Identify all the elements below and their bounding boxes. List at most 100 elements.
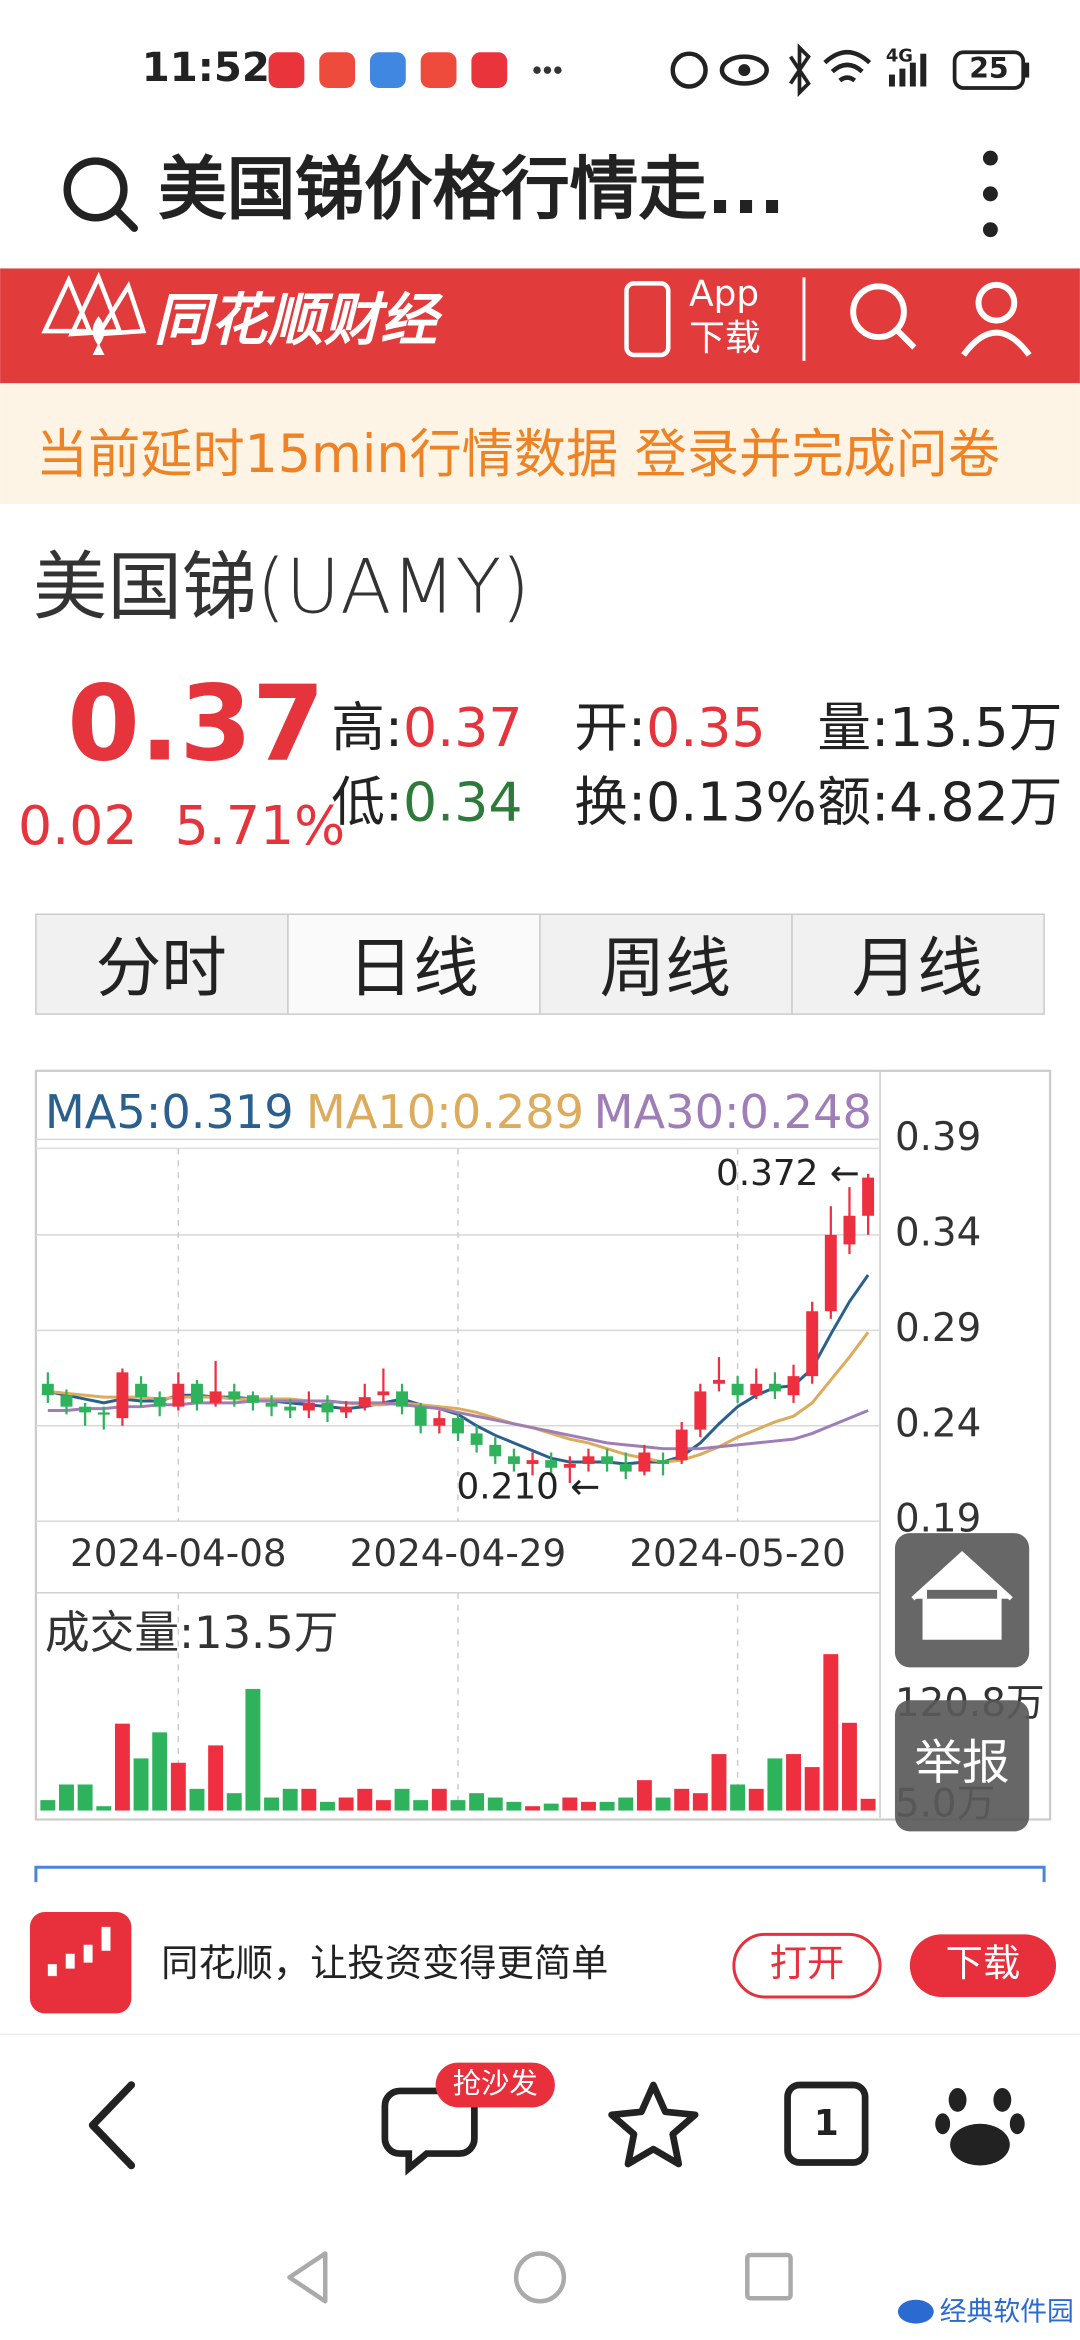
stock-price: 0.37: [67, 663, 325, 785]
volume-bar: [245, 1688, 261, 1811]
tab[interactable]: [35, 913, 289, 1015]
tab-count[interactable]: 1: [814, 2103, 839, 2144]
more-dot: [543, 66, 552, 74]
open-button[interactable]: [732, 1932, 882, 1999]
candle-body: [619, 1463, 632, 1472]
paw[interactable]: [993, 2087, 1012, 2112]
app-label[interactable]: App: [689, 273, 759, 314]
volume-bar: [767, 1758, 783, 1811]
nav-recent[interactable]: [745, 2252, 793, 2301]
volume-bar: [711, 1754, 727, 1811]
candle-body: [97, 1412, 110, 1415]
report-button-bg[interactable]: [894, 1700, 1030, 1832]
header-search-icon[interactable]: [894, 327, 917, 350]
paw[interactable]: [950, 2123, 1010, 2166]
eye-icon: [738, 64, 751, 77]
menu-dot[interactable]: [982, 150, 998, 166]
stat-label: 高:: [331, 695, 403, 758]
menu-dot[interactable]: [982, 186, 998, 202]
brand-name: 同花顺财经: [154, 287, 444, 353]
nav-home[interactable]: [513, 2251, 567, 2304]
next-panel-edge: [34, 1865, 1046, 1895]
home-button[interactable]: [894, 1533, 1030, 1668]
app-action[interactable]: 下载: [689, 318, 761, 359]
stat-value: 0.35: [646, 695, 766, 758]
paw[interactable]: [948, 2087, 967, 2112]
x-tick-label: 2024-05-20: [629, 1531, 846, 1575]
candle-body: [787, 1376, 800, 1396]
back-button[interactable]: [88, 2081, 136, 2170]
volume-bar: [636, 1780, 652, 1811]
candle-body: [582, 1456, 595, 1464]
phone-icon[interactable]: [624, 281, 671, 358]
candle-body: [545, 1460, 558, 1468]
tab-label[interactable]: 分时: [96, 930, 227, 1006]
candle-body: [433, 1418, 446, 1426]
tab-label[interactable]: 月线: [852, 930, 983, 1006]
brand-logo: [92, 316, 105, 355]
candle-body: [750, 1383, 763, 1396]
stat-label: 换:: [574, 770, 646, 833]
volume-bar: [655, 1797, 671, 1811]
app-icon: [420, 52, 457, 88]
favorite-button[interactable]: [608, 2081, 699, 2168]
stat-value: 0.34: [403, 770, 523, 833]
candle-body: [694, 1391, 707, 1430]
tab-label[interactable]: 周线: [600, 930, 731, 1006]
volume-bar: [114, 1723, 130, 1811]
candle-body: [135, 1383, 148, 1398]
paw[interactable]: [1009, 2113, 1025, 2135]
candle-body: [153, 1397, 166, 1407]
home-icon[interactable]: [911, 1551, 1013, 1640]
notice-text[interactable]: 当前延时15min行情数据 登录并完成问卷: [36, 425, 1000, 485]
legend-entry: MA10:0.289: [306, 1085, 584, 1139]
battery-tip: [1024, 62, 1030, 78]
open-label[interactable]: 打开: [770, 1941, 845, 1985]
volume-bar: [525, 1806, 540, 1811]
chart-frame: [34, 1069, 1052, 1821]
candle-body: [470, 1433, 483, 1445]
stat-value: 0.13%: [646, 770, 817, 833]
tab-selected[interactable]: [287, 913, 541, 1015]
volume-bar: [562, 1797, 578, 1811]
stat-value: 13.5万: [889, 695, 1062, 758]
candle-body: [824, 1234, 837, 1312]
volume-bar: [730, 1784, 746, 1811]
search-bar[interactable]: 美国锑价格行情走...: [63, 150, 998, 238]
high-annotation: 0.372 ←: [716, 1153, 860, 1194]
tab-label[interactable]: 日线: [348, 930, 479, 1006]
volume-bar: [320, 1801, 335, 1811]
baidu-button[interactable]: [935, 2087, 1025, 2166]
download-button[interactable]: [909, 1934, 1057, 1997]
price-change: 0.02: [18, 794, 138, 857]
report-label[interactable]: 举报: [914, 1736, 1009, 1791]
banner-slogan: 同花顺，让投资变得更简单: [161, 1941, 608, 1985]
search-query[interactable]: 美国锑价格行情走...: [158, 150, 785, 230]
candle-body: [284, 1406, 297, 1411]
user-icon[interactable]: [975, 281, 1018, 324]
stat-label: 量:: [817, 695, 889, 758]
header-search-icon[interactable]: [850, 283, 907, 341]
download-label[interactable]: 下载: [946, 1941, 1021, 1985]
paw[interactable]: [935, 2113, 951, 2135]
stat-label: 额:: [817, 770, 889, 833]
menu-dot[interactable]: [982, 222, 998, 238]
volume-title: 成交量:13.5万: [45, 1606, 339, 1659]
stat-label: 开:: [574, 695, 646, 758]
period-tabs: 分时 日线 周线 月线: [35, 913, 1045, 1015]
candle-body: [806, 1311, 819, 1377]
candle-body: [768, 1383, 781, 1392]
nav-back[interactable]: [287, 2251, 328, 2304]
volume-bar: [264, 1797, 280, 1811]
tab[interactable]: [539, 913, 793, 1015]
candle-body: [265, 1402, 278, 1407]
volume-bar: [469, 1793, 485, 1811]
report-button[interactable]: 举报: [894, 1700, 1030, 1832]
stat-value: 4.82万: [889, 770, 1062, 833]
tabs-button[interactable]: [784, 2081, 869, 2166]
volume-bar: [823, 1654, 839, 1811]
tab[interactable]: [791, 913, 1045, 1015]
user-icon[interactable]: [961, 329, 1032, 357]
y-tick-label: 0.34: [895, 1210, 981, 1255]
